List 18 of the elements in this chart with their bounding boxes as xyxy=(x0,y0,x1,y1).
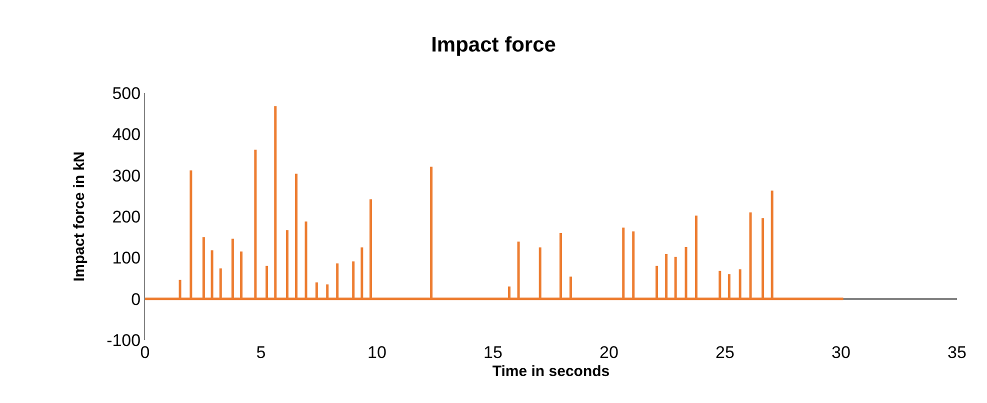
x-tick-label: 15 xyxy=(484,343,502,362)
y-tick-label: -100 xyxy=(106,330,141,350)
y-tick-label: 400 xyxy=(112,125,141,144)
y-tick-label: 300 xyxy=(112,166,141,186)
chart-title: Impact force xyxy=(431,34,556,57)
x-tick-label: 25 xyxy=(716,343,734,362)
x-tick-label: 10 xyxy=(368,343,386,362)
y-tick-label: 100 xyxy=(112,248,141,268)
x-tick-label: 5 xyxy=(256,343,266,362)
y-axis-title: Impact force in kN xyxy=(70,151,88,282)
y-tick-label: 500 xyxy=(112,84,141,103)
y-tick-label: 0 xyxy=(131,290,141,309)
x-tick-label: 20 xyxy=(600,343,618,362)
line-series xyxy=(145,104,845,300)
x-tick-label: 35 xyxy=(948,343,966,362)
x-tick-label: 30 xyxy=(832,343,850,362)
x-axis-title: Time in seconds xyxy=(492,363,610,380)
y-tick-label: 200 xyxy=(112,207,141,226)
